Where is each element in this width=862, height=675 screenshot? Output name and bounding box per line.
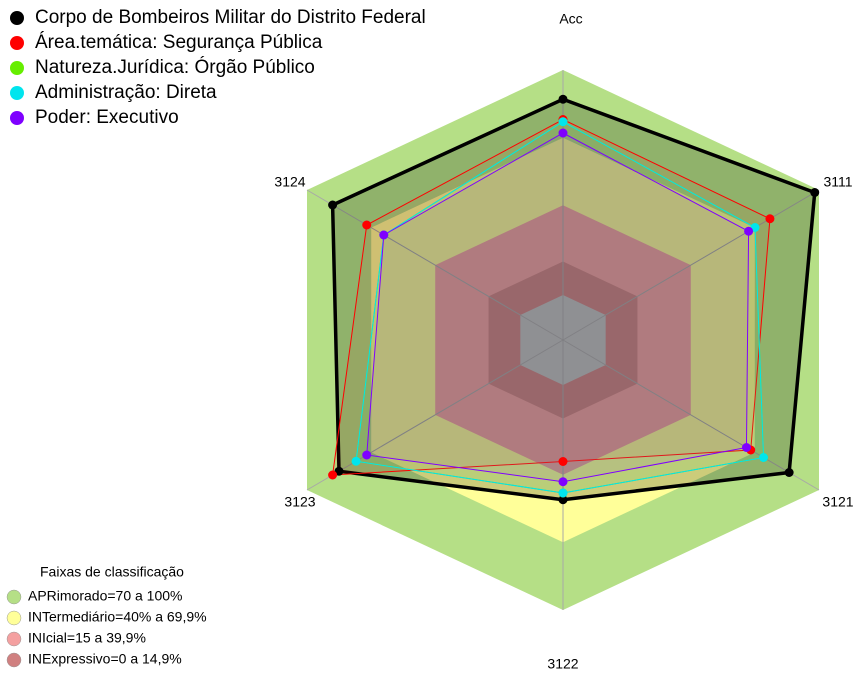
data-point	[558, 128, 568, 138]
legend-marker	[6, 610, 22, 626]
data-point	[741, 443, 751, 452]
data-point	[759, 453, 769, 462]
legend-marker	[10, 111, 24, 125]
legend-label: Área.temática: Segurança Pública	[35, 32, 323, 53]
legend-marker	[6, 652, 22, 668]
data-point	[379, 230, 389, 240]
data-point	[351, 456, 361, 466]
legend-marker	[10, 61, 24, 75]
data-point	[558, 495, 568, 505]
axis-label: Acc	[559, 11, 582, 27]
legend-label: Administração: Direta	[35, 82, 217, 103]
data-point	[558, 477, 568, 487]
data-point	[558, 457, 568, 466]
legend-label: APRimorado=70 a 100%	[28, 588, 183, 604]
data-point	[362, 220, 372, 230]
data-point	[328, 470, 338, 480]
data-point	[784, 468, 794, 477]
legend-marker	[10, 86, 24, 100]
data-point	[558, 117, 568, 127]
legend-title: Faixas de classificação	[40, 564, 184, 580]
axis-label: 3123	[284, 494, 315, 510]
data-point	[558, 488, 568, 498]
legend-label: Corpo de Bombeiros Militar do Distrito F…	[35, 7, 426, 28]
data-point	[362, 450, 372, 460]
axis-label: 3122	[547, 656, 578, 672]
axis-label: 3124	[274, 174, 305, 190]
data-point	[328, 200, 338, 210]
axis-spoke	[562, 339, 820, 491]
legend-marker	[10, 11, 24, 25]
data-point	[810, 188, 820, 197]
legend-marker	[6, 631, 22, 647]
axis-label: 3121	[822, 494, 853, 510]
legend-label: INExpressivo=0 a 14,9%	[28, 651, 182, 667]
axis-spoke	[306, 339, 564, 491]
axis-spoke	[562, 189, 820, 341]
axis-label: 3111	[823, 174, 852, 190]
legend-marker	[10, 36, 24, 50]
legend-marker	[6, 589, 22, 605]
axis-spoke	[306, 189, 564, 341]
legend-label: INIcial=15 a 39,9%	[28, 630, 146, 646]
legend-label: Natureza.Jurídica: Órgão Público	[35, 56, 315, 78]
legend-label: INTermediário=40% a 69,9%	[28, 609, 207, 625]
legend-label: Poder: Executivo	[35, 107, 179, 128]
data-point	[744, 226, 754, 236]
data-point	[765, 214, 775, 224]
data-point	[558, 94, 568, 104]
